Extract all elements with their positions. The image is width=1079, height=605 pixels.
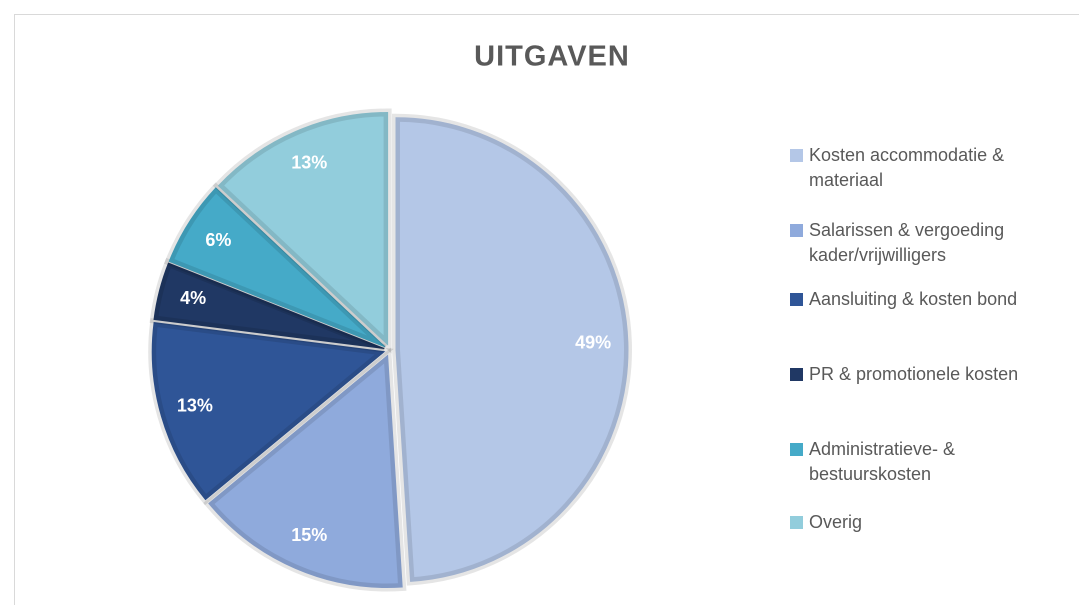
- pie-slice-edge: [391, 113, 632, 586]
- pie-slice: [395, 117, 629, 582]
- legend-item: Overig: [790, 510, 1070, 535]
- pie-slice-edge: [203, 347, 407, 592]
- pie-slice-edge: [164, 182, 388, 351]
- legend-label: Administratieve- & bestuurskosten: [809, 439, 956, 484]
- data-label: 13%: [291, 152, 327, 172]
- legend-swatch: [790, 293, 803, 306]
- legend-item: Administratieve- & bestuurskosten: [790, 437, 1070, 487]
- legend-swatch: [790, 368, 803, 381]
- legend-label: Salarissen & vergoeding kader/vrijwillig…: [809, 220, 1005, 265]
- data-label: 6%: [205, 230, 231, 250]
- pie-slice: [153, 262, 385, 350]
- legend-swatch: [790, 443, 803, 456]
- data-label: 4%: [180, 288, 206, 308]
- legend-item: Kosten accommodatie & materiaal: [790, 143, 1070, 193]
- legend-item: Salarissen & vergoeding kader/vrijwillig…: [790, 218, 1070, 268]
- legend-swatch: [790, 516, 803, 529]
- data-label: 15%: [291, 525, 327, 545]
- pie-slice: [151, 322, 386, 501]
- pie-slice-edge: [148, 318, 394, 506]
- legend-swatch: [790, 149, 803, 162]
- legend-label: PR & promotionele kosten: [809, 364, 1019, 384]
- data-label: 49%: [575, 332, 611, 352]
- pie-slice-edge: [149, 257, 386, 353]
- pie-slice-edge: [212, 108, 392, 354]
- pie-slice: [217, 111, 389, 346]
- chart-title: UITGAVEN: [474, 41, 630, 73]
- legend-label: Aansluiting & kosten bond: [809, 289, 1018, 309]
- legend-item: PR & promotionele kosten: [790, 362, 1070, 387]
- data-label: 13%: [177, 395, 213, 415]
- legend-label: Overig: [809, 512, 863, 532]
- pie-slice: [168, 187, 386, 348]
- legend-swatch: [790, 224, 803, 237]
- chart-frame: [14, 14, 1079, 605]
- pie-slice: [208, 354, 403, 588]
- legend-item: Aansluiting & kosten bond: [790, 287, 1070, 312]
- legend-label: Kosten accommodatie & materiaal: [809, 145, 1005, 190]
